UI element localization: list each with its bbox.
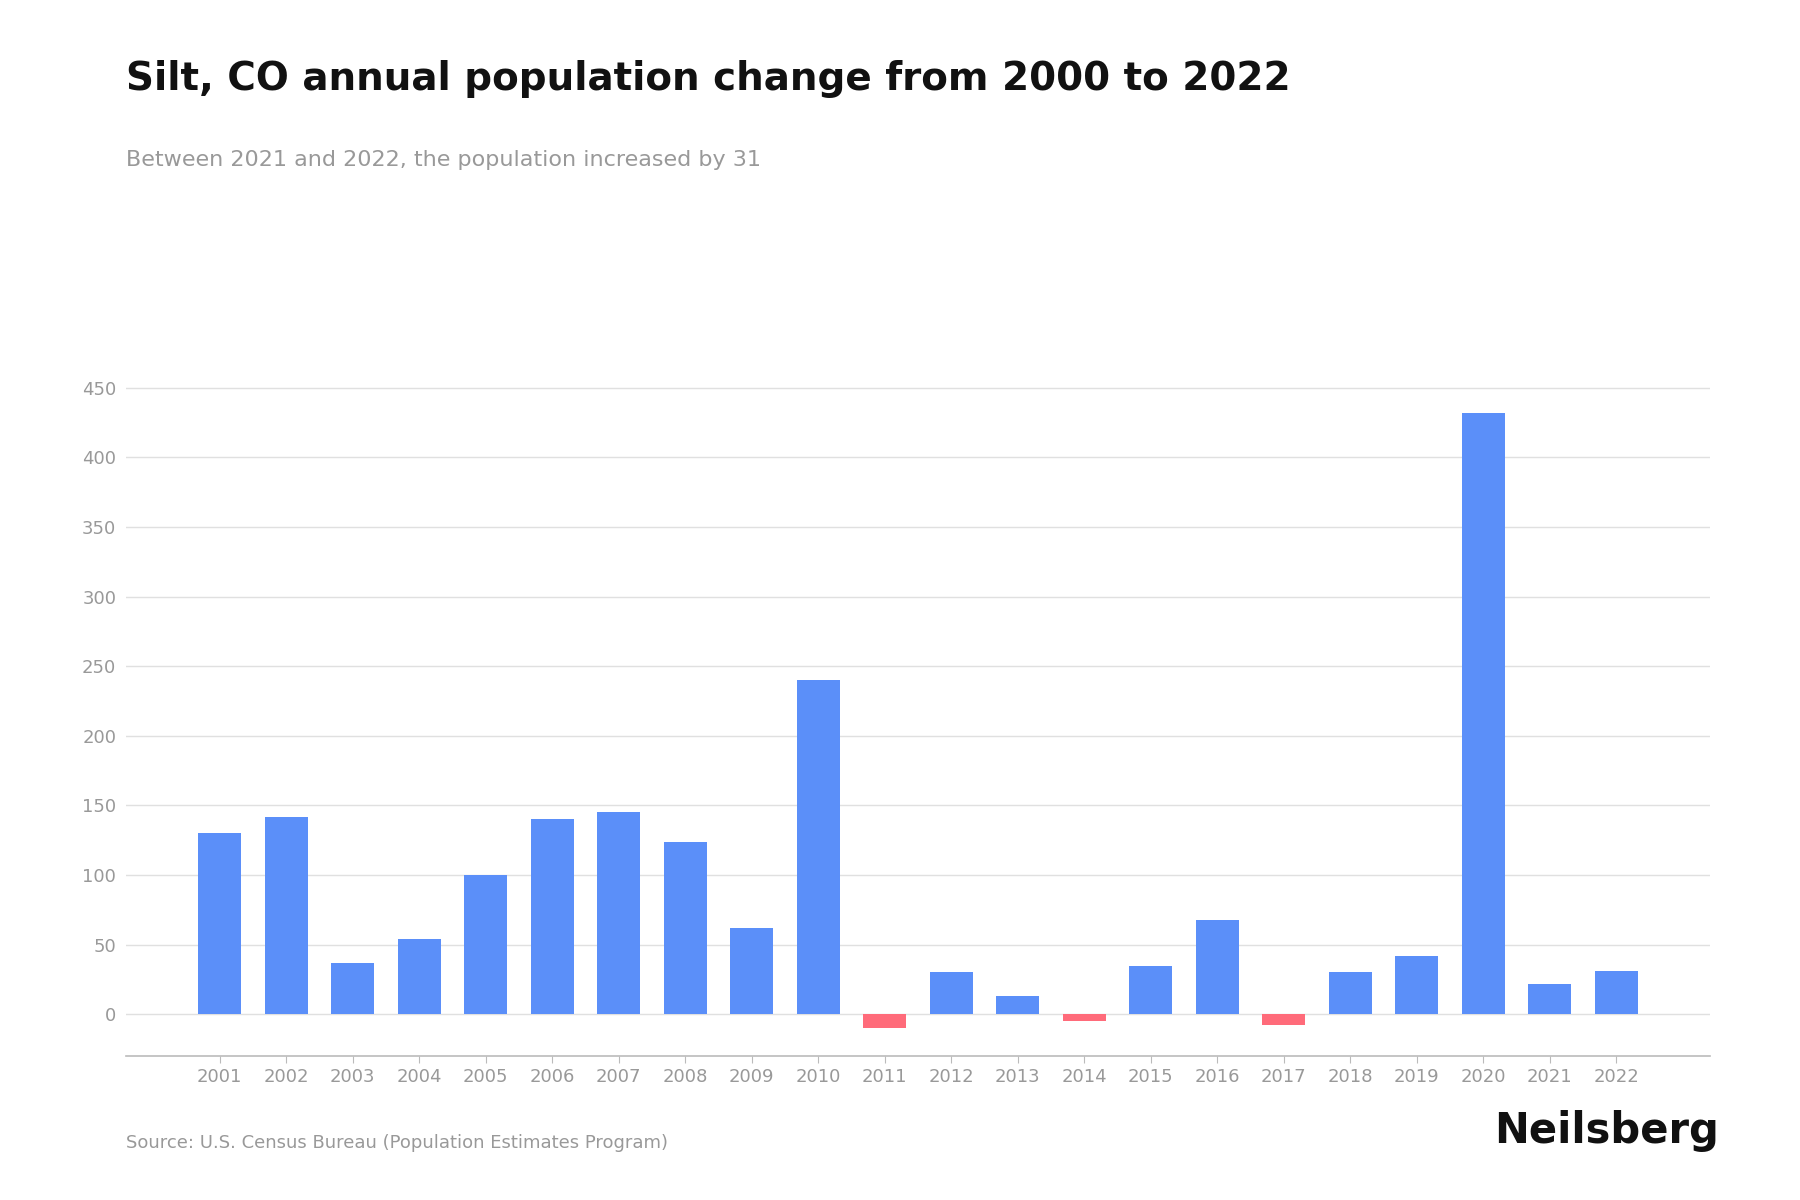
Bar xyxy=(198,833,241,1014)
Bar xyxy=(398,940,441,1014)
Bar xyxy=(598,812,641,1014)
Bar xyxy=(664,841,707,1014)
Bar xyxy=(1262,1014,1305,1025)
Text: Source: U.S. Census Bureau (Population Estimates Program): Source: U.S. Census Bureau (Population E… xyxy=(126,1134,668,1152)
Text: Between 2021 and 2022, the population increased by 31: Between 2021 and 2022, the population in… xyxy=(126,150,761,170)
Bar xyxy=(531,820,574,1014)
Bar xyxy=(464,875,508,1014)
Bar xyxy=(995,996,1039,1014)
Bar xyxy=(797,680,841,1014)
Bar xyxy=(1462,413,1505,1014)
Bar xyxy=(1528,984,1571,1014)
Bar xyxy=(1062,1014,1105,1021)
Bar xyxy=(1328,972,1372,1014)
Bar xyxy=(265,816,308,1014)
Bar xyxy=(929,972,972,1014)
Bar xyxy=(731,928,774,1014)
Bar xyxy=(864,1014,907,1028)
Bar xyxy=(331,962,374,1014)
Text: Neilsberg: Neilsberg xyxy=(1494,1110,1719,1152)
Bar xyxy=(1195,919,1238,1014)
Bar xyxy=(1129,966,1172,1014)
Bar xyxy=(1395,955,1438,1014)
Bar xyxy=(1595,971,1638,1014)
Text: Silt, CO annual population change from 2000 to 2022: Silt, CO annual population change from 2… xyxy=(126,60,1291,98)
